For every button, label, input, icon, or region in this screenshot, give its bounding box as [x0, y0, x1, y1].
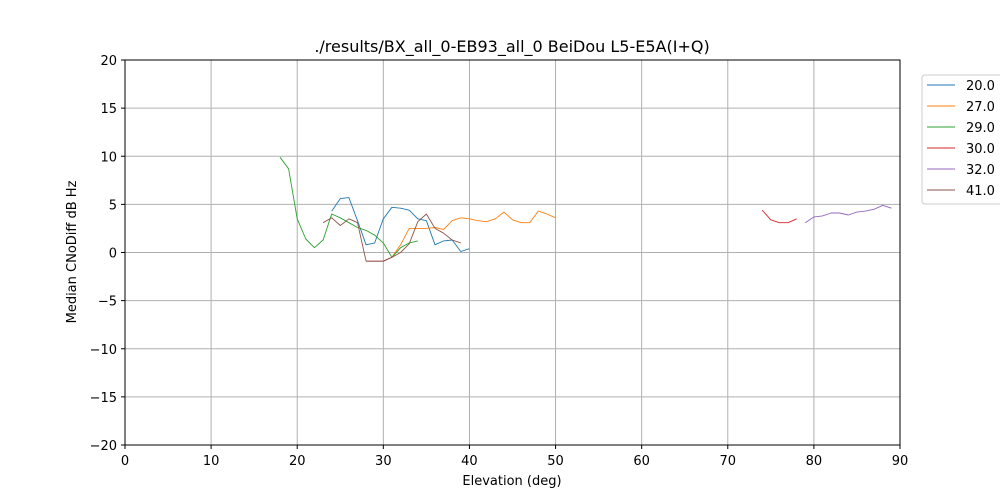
- plot-lines: [279, 156, 892, 262]
- legend: 20.0 27.0 29.0 30.0 32.0 41.0: [921, 74, 1000, 205]
- x-tick-label: 10: [203, 454, 220, 469]
- x-tick-label: 70: [720, 454, 737, 469]
- legend-entry-label: 41.0: [966, 184, 995, 199]
- legend-entry-label: 29.0: [966, 121, 995, 136]
- x-tick-label: 20: [289, 454, 306, 469]
- series-line-32.0: [805, 204, 892, 224]
- series-line-41.0: [322, 213, 461, 262]
- y-tick-label: −10: [90, 343, 117, 358]
- x-axis-ticks: 0 10 20 30 40 50 60 70 80 90: [121, 445, 908, 469]
- y-axis-ticks: −20 −15 −10 −5 0 5 10 15 20: [90, 54, 125, 454]
- series-line-27.0: [391, 210, 556, 258]
- series-line-30.0: [761, 209, 797, 224]
- x-tick-label: 90: [892, 454, 909, 469]
- legend-entry-label: 20.0: [966, 79, 995, 94]
- x-tick-label: 40: [461, 454, 478, 469]
- y-tick-label: 20: [100, 54, 117, 69]
- y-axis-label: Median CNoDiff dB Hz: [65, 180, 80, 323]
- y-tick-label: 10: [100, 150, 117, 165]
- series-line-20.0: [331, 197, 470, 252]
- legend-entry-label: 30.0: [966, 142, 995, 157]
- y-tick-label: −15: [90, 391, 117, 406]
- y-tick-label: 5: [109, 198, 117, 213]
- x-axis-label: Elevation (deg): [462, 474, 561, 489]
- y-tick-label: −5: [98, 295, 117, 310]
- y-tick-label: −20: [90, 439, 117, 454]
- series-line-29.0: [279, 156, 418, 258]
- chart-title: ./results/BX_all_0-EB93_all_0 BeiDou L5-…: [314, 37, 709, 57]
- legend-entry-label: 27.0: [966, 100, 995, 115]
- legend-entry-label: 32.0: [966, 163, 995, 178]
- y-tick-label: 0: [109, 247, 117, 262]
- legend-frame: [921, 74, 1000, 205]
- x-tick-label: 50: [547, 454, 564, 469]
- x-tick-label: 0: [121, 454, 129, 469]
- x-tick-label: 30: [375, 454, 392, 469]
- x-tick-label: 80: [806, 454, 823, 469]
- y-tick-label: 15: [100, 102, 117, 117]
- x-tick-label: 60: [633, 454, 650, 469]
